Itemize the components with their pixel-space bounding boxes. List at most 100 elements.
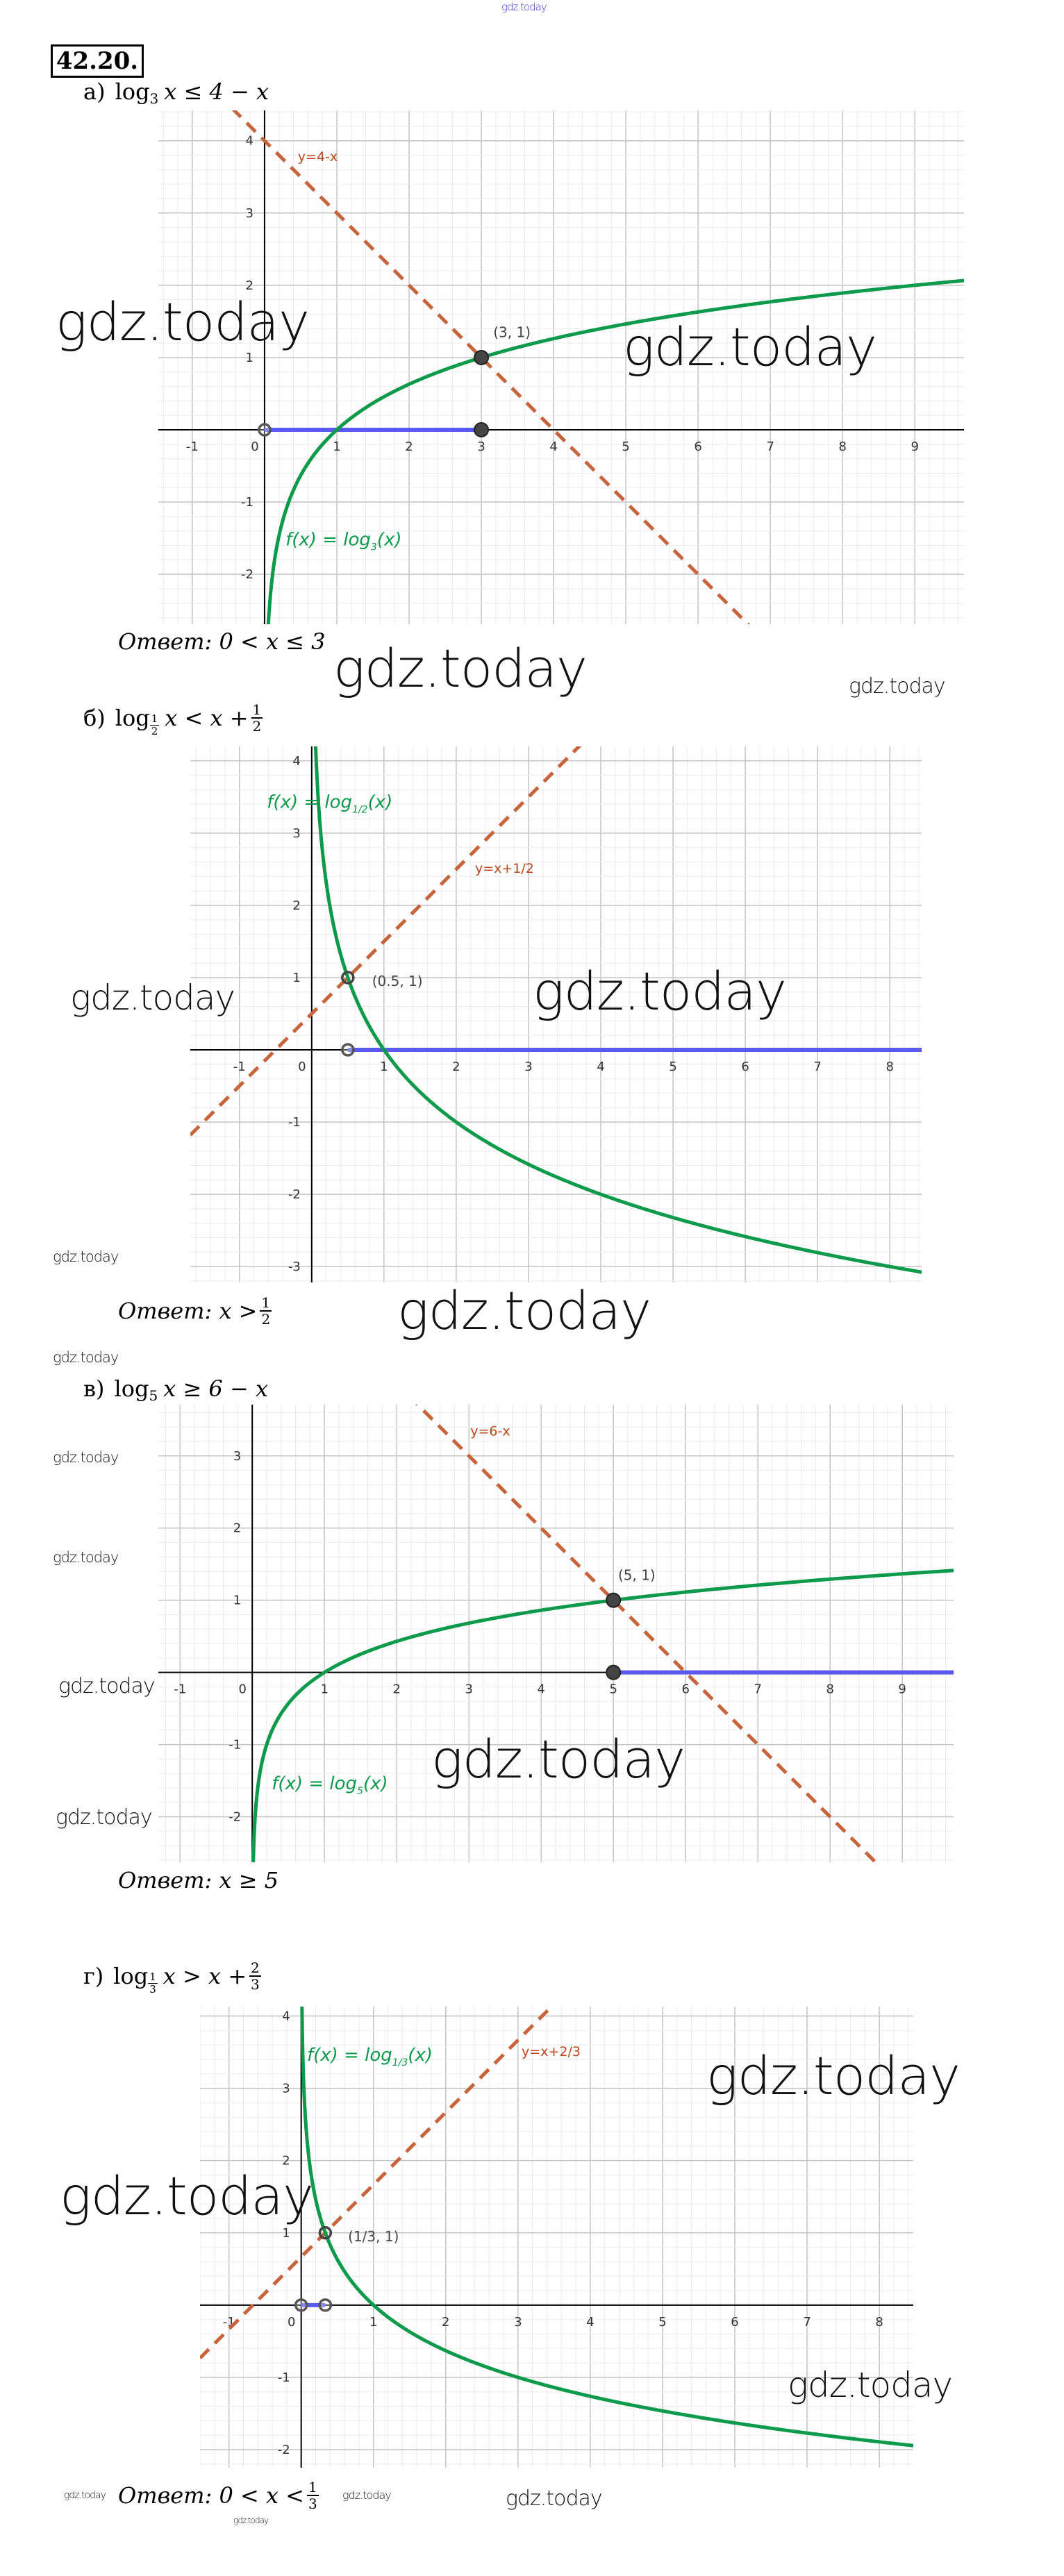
inequality-rest: x ≥ 6 − x	[163, 1375, 268, 1402]
answer-word: Ответ:	[118, 1867, 213, 1893]
watermark: gdz.today	[706, 2045, 961, 2107]
y-tick-label: -1	[228, 1738, 241, 1753]
x-tick-label: 6	[694, 440, 701, 454]
graph-b: -1 0 1 2 3 4 5 6 7 8 -3 -2 -1 1 2 3 4 y=x+1/2 f(x) = log1/…	[190, 746, 922, 1282]
watermark: gdz.today	[53, 1248, 119, 1265]
watermark: gdz.today	[849, 674, 946, 699]
x-tick-label: 5	[609, 1682, 617, 1697]
problem-label: в)	[83, 1375, 105, 1402]
exercise-number: 42.20.	[51, 44, 144, 78]
watermark: gdz.today	[342, 2489, 392, 2502]
x-tick-label: 2	[442, 2315, 449, 2330]
x-tick-label: 2	[405, 440, 413, 454]
numerator: 2	[249, 1959, 261, 1977]
y-tick-label: -2	[241, 567, 253, 582]
solution-start-point	[258, 423, 272, 437]
watermark: gdz.today	[397, 1280, 651, 1341]
solution-start-point	[341, 1043, 355, 1057]
denominator: 2	[261, 1311, 271, 1328]
watermark: gdz.today	[506, 2486, 603, 2511]
problem-label: б)	[83, 705, 106, 731]
y-tick-label: 1	[292, 971, 300, 985]
problem-label: г)	[83, 1963, 104, 1989]
x-tick-label: 7	[754, 1682, 761, 1697]
y-tick-label: 4	[245, 134, 253, 149]
x-tick-label: 4	[537, 1682, 545, 1697]
x-tick-label: -1	[233, 1060, 246, 1074]
log-base: 5	[149, 1387, 158, 1404]
log-curve	[313, 746, 922, 1274]
watermark: gdz.today	[53, 1349, 119, 1366]
x-tick-label: 6	[731, 2315, 738, 2330]
function-label: f(x) = log3(x)	[285, 530, 401, 553]
x-tick-label: 5	[658, 2315, 666, 2330]
log-text: log	[114, 1375, 149, 1402]
answer-a: Ответ: 0 < x ≤ 3	[118, 630, 326, 653]
watermark: gdz.today	[58, 1674, 156, 1698]
watermark: gdz.today	[53, 1449, 119, 1466]
answer-value: x ≥ 5	[219, 1867, 279, 1893]
y-tick-label: -3	[288, 1260, 301, 1274]
y-tick-label: -1	[288, 1115, 301, 1130]
answer-v: Ответ: x ≥ 5	[118, 1869, 279, 1891]
function-label: f(x) = log1/2(x)	[267, 792, 392, 815]
line-label: y=x+1/2	[475, 861, 534, 876]
watermark: gdz.today	[53, 1549, 119, 1566]
x-tick-label: -1	[186, 440, 199, 454]
y-tick-label: 3	[245, 206, 253, 221]
y-tick-label: 2	[282, 2154, 290, 2168]
denominator: 2	[252, 718, 262, 735]
answer-value: 0 < x <	[219, 2482, 304, 2509]
problem-v-title: в) log 5 x ≥ 6 − x	[83, 1375, 268, 1404]
intersection-point	[606, 1592, 622, 1608]
watermark: gdz.today	[431, 1728, 685, 1790]
x-tick-label: 6	[741, 1060, 749, 1074]
inequality-rest: x < x +	[165, 705, 249, 731]
line-label: y=4-x	[298, 149, 338, 165]
watermark: gdz.today	[56, 1805, 153, 1830]
x-tick-label: 8	[886, 1060, 893, 1074]
header-watermark[interactable]: gdz.today	[501, 1, 547, 13]
x-tick-label: 3	[524, 1060, 532, 1074]
answer-value: 0 < x ≤ 3	[219, 628, 326, 655]
x-tick-label: 0	[238, 1682, 246, 1697]
x-tick-label: 1	[320, 1682, 328, 1697]
log-text: log	[113, 1963, 149, 1989]
x-tick-label: 8	[826, 1682, 833, 1697]
denominator: 3	[251, 1976, 260, 1993]
watermark: gdz.today	[233, 2516, 269, 2525]
x-tick-label: 0	[251, 440, 258, 454]
y-tick-label: 4	[292, 754, 300, 769]
numerator: 1	[251, 701, 263, 719]
x-tick-label: 3	[514, 2315, 522, 2330]
y-tick-label: 2	[245, 278, 253, 293]
watermark: gdz.today	[60, 2165, 314, 2227]
denominator: 3	[308, 2495, 317, 2512]
intersection-label: (5, 1)	[618, 1566, 656, 1583]
log-curve	[266, 278, 964, 624]
line-label: y=6-x	[470, 1424, 510, 1439]
x-tick-label: 6	[681, 1682, 689, 1697]
y-tick-label: 3	[292, 826, 300, 841]
solution-end-point	[318, 2298, 333, 2312]
x-tick-label: 8	[875, 2315, 883, 2330]
log-curve	[300, 2007, 913, 2448]
watermark: gdz.today	[788, 2365, 953, 2405]
function-label: f(x) = log5(x)	[272, 1773, 388, 1797]
x-tick-label: 5	[669, 1060, 676, 1074]
x-tick-label: 8	[838, 440, 846, 454]
x-tick-label: 4	[549, 440, 557, 454]
x-tick-label: 5	[622, 440, 629, 454]
grid	[158, 110, 964, 624]
inequality-rest: x > x +	[163, 1963, 247, 1989]
x-tick-label: 2	[452, 1060, 460, 1074]
watermark: gdz.today	[56, 291, 310, 353]
